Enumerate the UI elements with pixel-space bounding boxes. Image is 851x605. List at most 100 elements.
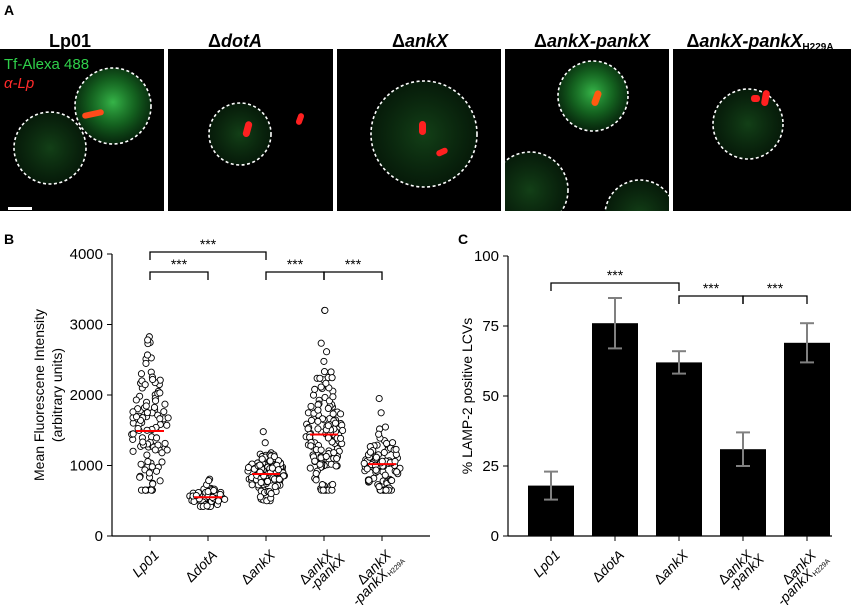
data-point [141,381,149,389]
data-point [382,486,390,494]
micrograph-dotA [168,49,333,211]
data-point [322,379,330,387]
x-tick-label: Lp01 [530,547,563,580]
data-point [320,357,328,365]
data-point [333,455,341,463]
data-point [129,430,137,438]
significance-label: *** [171,256,188,272]
data-point [156,477,164,485]
data-point [324,422,332,430]
strain-title: ΔankX [392,31,449,51]
legend-green: Tf-Alexa 488 [4,56,89,73]
bar [784,342,830,536]
data-point [304,425,312,433]
data-point [330,449,338,457]
x-tick-label: ΔankX [651,546,692,587]
data-point [143,351,152,359]
data-point [312,469,320,478]
y-tick-label: 1000 [70,458,103,475]
data-point [142,402,150,410]
data-point [152,397,160,405]
data-point [366,448,374,456]
data-point [158,449,166,457]
data-point [271,483,279,491]
y-axis-label: % LAMP-2 positive LCVs [459,318,475,474]
data-point [214,497,222,505]
data-point [264,477,272,485]
micrograph-ankX-pankX-H229A [673,49,851,211]
y-tick-label: 0 [95,528,103,545]
y-axis-label-units: (arbitrary units) [49,348,65,442]
data-point [381,471,389,479]
data-point [307,442,315,450]
data-point [383,439,391,447]
data-point [337,434,345,442]
data-point [317,383,325,391]
data-point [327,368,335,376]
data-point [316,374,324,382]
data-point [161,439,169,447]
significance-label: *** [287,256,304,272]
data-point [388,439,397,447]
data-point [145,469,153,477]
data-point [360,459,368,467]
scale-bar [8,207,32,210]
micrograph-lp01 [0,49,164,211]
data-point [275,475,283,483]
strain-title: ΔankX-pankX [534,31,651,51]
data-point [142,359,150,367]
data-point [312,476,320,484]
data-point [329,480,337,489]
data-point [150,403,159,411]
data-point [380,448,388,456]
data-point [329,393,337,401]
data-point [314,406,322,414]
data-point [149,375,157,384]
data-point [266,457,274,465]
bar [656,362,702,536]
data-point [270,453,278,461]
data-point [329,410,337,418]
data-point [314,417,322,425]
x-tick-label: ΔdotA [182,547,220,585]
data-point [244,463,253,472]
data-point [337,410,345,418]
data-point [132,396,140,404]
data-point [339,426,347,435]
data-point [324,434,332,442]
data-point [375,430,383,438]
data-point [392,445,400,453]
data-point [132,413,141,421]
data-point [161,400,169,408]
data-point [319,486,327,494]
data-point [311,457,319,465]
data-point [320,368,329,376]
data-point [322,452,330,460]
data-point [163,421,171,429]
significance-bracket [323,271,383,280]
significance-bracket [742,295,808,304]
x-tick-label: Lp01 [129,547,162,580]
data-point [141,486,150,494]
data-point [151,446,159,454]
bar [592,323,638,536]
micrograph-ankX-pankX [505,49,669,211]
data-point [164,414,172,422]
legend-red: α-Lp [4,75,34,92]
data-point [324,404,332,412]
data-point [143,409,151,417]
data-point [332,462,340,470]
data-point [152,467,161,475]
data-point [317,339,325,347]
data-point [149,480,157,488]
data-point [372,466,380,474]
y-axis-label: Mean Fluorescene Intensity [31,309,47,481]
data-point [307,416,316,424]
data-point [137,370,145,378]
data-point [372,453,380,461]
chart-c: 0 25 50 75 100 % LAMP-2 positive LCVs Lp01 Δdot… [459,248,832,605]
data-point [156,389,164,397]
y-tick-label: 2000 [70,387,103,404]
data-point [137,460,145,468]
